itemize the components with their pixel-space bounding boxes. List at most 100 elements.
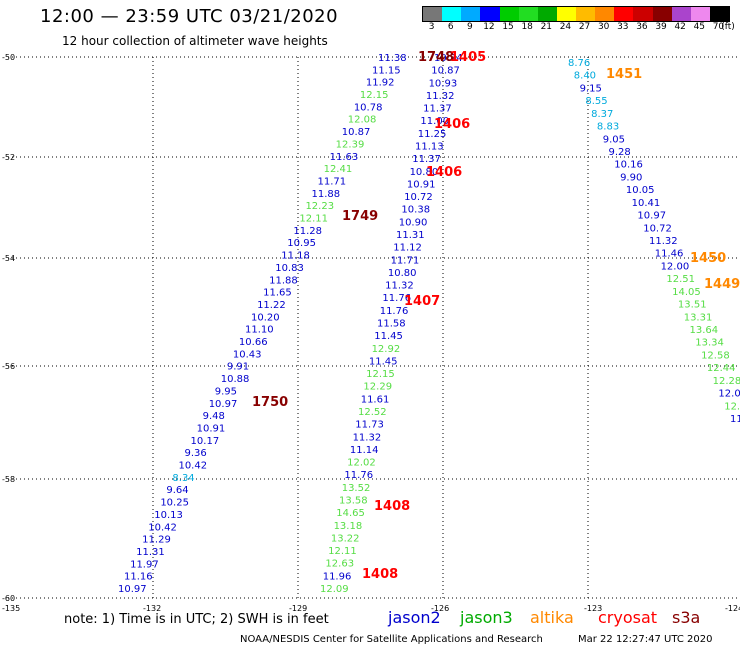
mission-s3a: s3a bbox=[672, 608, 701, 627]
wave-height-label: 12.00 bbox=[661, 261, 690, 272]
legend-swatch bbox=[633, 7, 653, 21]
legend-swatch bbox=[652, 7, 672, 21]
legend-swatch bbox=[442, 7, 462, 21]
x-tick-label: -129 bbox=[289, 604, 307, 613]
wave-height-label: 10.05 bbox=[626, 185, 655, 196]
wave-height-label: 11.32 bbox=[426, 91, 455, 102]
wave-height-label: 13.31 bbox=[684, 312, 713, 323]
wave-height-label: 13.18 bbox=[334, 521, 363, 532]
wave-height-label: 13.58 bbox=[339, 496, 368, 507]
wave-height-label: 10.72 bbox=[643, 223, 672, 234]
wave-height-label: 11.00 bbox=[420, 116, 449, 127]
wave-height-label: 11.76 bbox=[380, 306, 409, 317]
y-tick-label: -60 bbox=[2, 594, 15, 603]
legend-tick-label: 18 bbox=[521, 22, 533, 32]
mission-altika: altika bbox=[530, 608, 574, 627]
x-tick-label: -123 bbox=[584, 604, 602, 613]
wave-height-label: 11.92 bbox=[366, 78, 395, 89]
wave-height-label: 13.64 bbox=[690, 325, 719, 336]
wave-height-label: 11.12 bbox=[393, 243, 422, 254]
legend-tick-label: 9 bbox=[466, 22, 473, 32]
wave-height-label: 11.45 bbox=[374, 331, 403, 342]
wave-height-label: 12.52 bbox=[358, 407, 387, 418]
time-label: 1450 bbox=[690, 251, 726, 266]
legend-tick-label: 12 bbox=[483, 22, 495, 32]
y-tick-label: -50 bbox=[2, 53, 15, 62]
legend-swatch bbox=[595, 7, 615, 21]
legend-tick-label: 33 bbox=[617, 22, 629, 32]
y-tick-label: -52 bbox=[2, 153, 15, 162]
wave-height-label: 11.31 bbox=[396, 230, 425, 241]
legend-tick-label: 21 bbox=[540, 22, 553, 32]
wave-height-label: 10.25 bbox=[160, 498, 189, 509]
legend-swatch bbox=[709, 7, 729, 21]
time-label: 1406 bbox=[434, 117, 470, 132]
wave-height-label: 8.40 bbox=[574, 71, 596, 82]
wave-height-label: 11.25 bbox=[418, 129, 447, 140]
wave-height-label: 10.13 bbox=[154, 510, 183, 521]
wave-height-label: 14.65 bbox=[336, 508, 365, 519]
wave-height-label: 11.76 bbox=[344, 470, 373, 481]
legend-tick-label: 45 bbox=[693, 22, 706, 32]
wave-height-label: 8.76 bbox=[568, 58, 590, 69]
wave-height-label: 9.91 bbox=[227, 362, 249, 373]
legend-swatch bbox=[556, 7, 576, 21]
wave-height-label: 12.29 bbox=[363, 382, 392, 393]
wave-height-label: 11.28 bbox=[293, 226, 322, 237]
wave-height-label: 10.43 bbox=[233, 349, 262, 360]
wave-height-label: 12.15 bbox=[360, 90, 389, 101]
legend-swatch bbox=[614, 7, 634, 21]
wave-height-label: 11.96 bbox=[323, 571, 352, 582]
wave-height-label: 10.74 bbox=[434, 53, 463, 64]
wave-height-label: 12.39 bbox=[336, 139, 365, 150]
wave-height-label: 12.11 bbox=[328, 546, 357, 557]
mission-cryosat: cryosat bbox=[598, 608, 658, 627]
time-label: 1750 bbox=[252, 395, 288, 410]
wave-height-label: 12.23 bbox=[305, 201, 334, 212]
mission-jason2: jason2 bbox=[388, 608, 441, 627]
wave-height-label: 10.78 bbox=[354, 102, 383, 113]
wave-height-label: 11.37 bbox=[423, 104, 452, 115]
legend-swatch bbox=[671, 7, 691, 21]
wave-height-label: 11.65 bbox=[263, 288, 292, 299]
wave-height-label: 10.66 bbox=[239, 337, 268, 348]
y-tick-label: -54 bbox=[2, 254, 15, 263]
wave-height-label: 9.48 bbox=[203, 411, 225, 422]
wave-height-label: 10.42 bbox=[178, 461, 207, 472]
wave-height-label: 10.16 bbox=[614, 160, 643, 171]
time-label: 1408 bbox=[374, 499, 410, 514]
wave-height-label: 12.0 bbox=[718, 389, 740, 400]
time-label: 1406 bbox=[426, 165, 462, 180]
wave-height-label: 8.55 bbox=[585, 96, 607, 107]
wave-height-label: 13.51 bbox=[678, 300, 707, 311]
wave-height-label: 10.88 bbox=[221, 374, 250, 385]
wave-height-label: 11.76 bbox=[382, 293, 411, 304]
wave-height-label: 10.38 bbox=[401, 205, 430, 216]
wave-height-label: 10.42 bbox=[148, 522, 177, 533]
time-label: 1408 bbox=[362, 567, 398, 582]
legend-tick-label: 27 bbox=[578, 22, 591, 32]
wave-height-label: 9.36 bbox=[185, 448, 207, 459]
wave-height-label: 10.90 bbox=[399, 217, 428, 228]
legend-tick-label: 6 bbox=[447, 22, 454, 32]
wave-height-label: 11.15 bbox=[372, 65, 401, 76]
wave-height-label: 12.09 bbox=[320, 584, 349, 595]
wave-height-label: 11.45 bbox=[369, 356, 398, 367]
wave-height-label: 11.14 bbox=[350, 445, 379, 456]
color-scale-legend bbox=[422, 6, 730, 22]
wave-height-label: 11.63 bbox=[330, 152, 359, 163]
legend-swatch bbox=[537, 7, 557, 21]
wave-height-label: 10.97 bbox=[118, 584, 147, 595]
wave-height-label: 13.34 bbox=[695, 338, 724, 349]
wave-height-label: 11.97 bbox=[130, 559, 159, 570]
chart-subtitle: 12 hour collection of altimeter wave hei… bbox=[62, 34, 328, 48]
y-tick-label: -58 bbox=[2, 475, 15, 484]
wave-height-label: 11 bbox=[730, 414, 740, 425]
wave-height-label: 12.44 bbox=[707, 363, 736, 374]
wave-height-label: 9.95 bbox=[215, 386, 237, 397]
time-label: 1451 bbox=[606, 67, 642, 82]
wave-height-label: 12.58 bbox=[701, 350, 730, 361]
wave-height-label: 9.28 bbox=[609, 147, 631, 158]
x-tick-label: -126 bbox=[431, 604, 449, 613]
